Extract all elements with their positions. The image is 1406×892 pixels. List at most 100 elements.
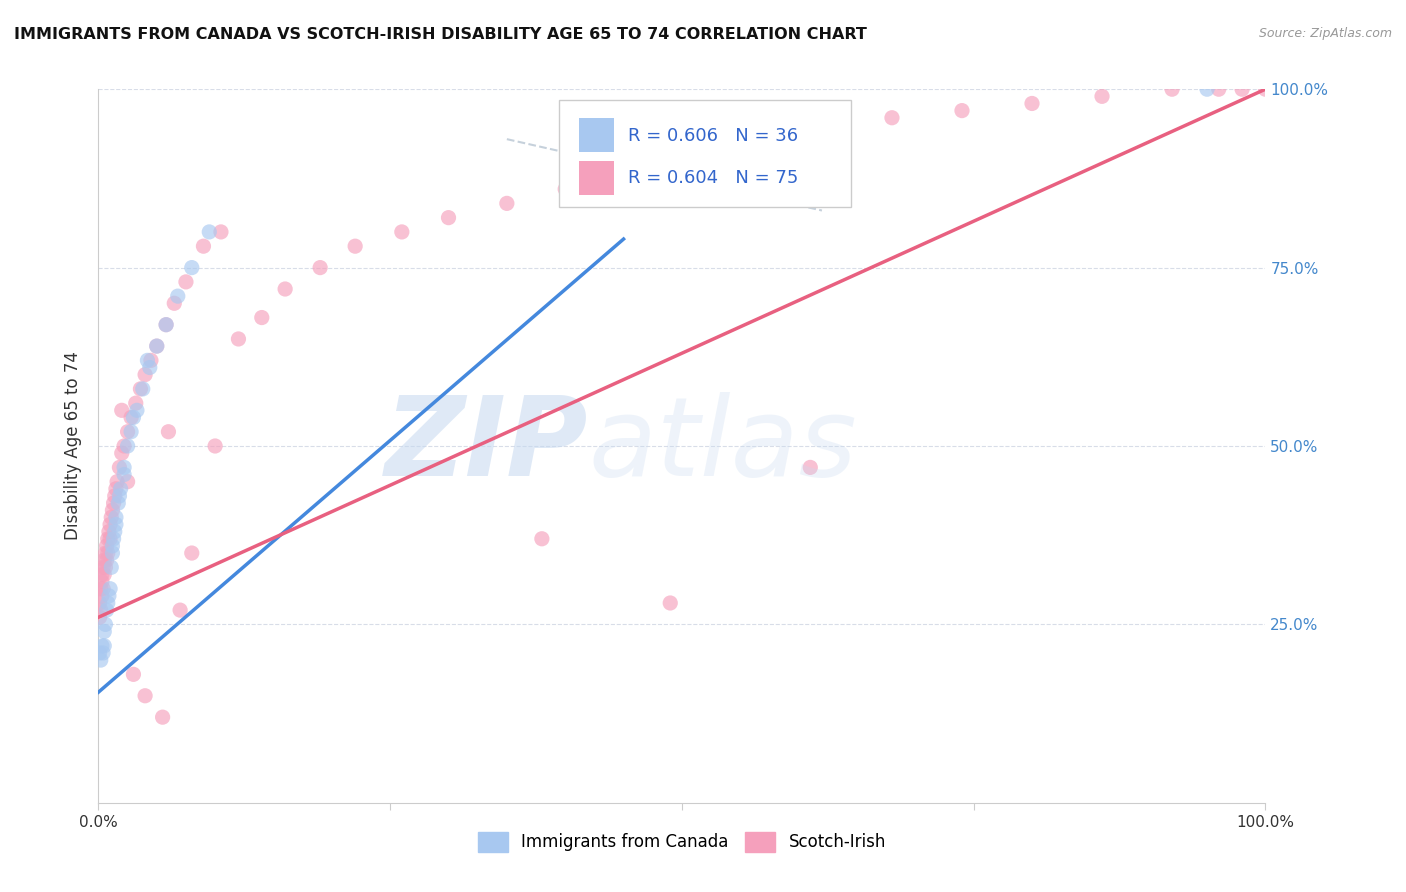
Point — [169, 603, 191, 617]
Point — [94, 617, 117, 632]
Point — [125, 403, 148, 417]
Point — [155, 318, 177, 332]
Point — [1208, 82, 1230, 96]
Point — [166, 289, 188, 303]
Point — [125, 396, 148, 410]
Point — [98, 532, 121, 546]
Point — [122, 410, 145, 425]
Point — [880, 111, 903, 125]
Point — [91, 560, 114, 574]
Text: atlas: atlas — [589, 392, 858, 500]
Point — [122, 667, 145, 681]
Point — [117, 475, 139, 489]
Point — [96, 553, 118, 567]
Point — [110, 482, 132, 496]
Point — [209, 225, 232, 239]
Point — [1230, 82, 1253, 96]
Point — [108, 460, 131, 475]
Point — [104, 489, 127, 503]
Point — [91, 582, 114, 596]
Text: R = 0.606   N = 36: R = 0.606 N = 36 — [628, 127, 799, 145]
Point — [90, 589, 112, 603]
Point — [89, 596, 111, 610]
Point — [112, 467, 135, 482]
Point — [90, 574, 112, 589]
Point — [97, 524, 120, 539]
Point — [91, 646, 114, 660]
Point — [101, 539, 124, 553]
Point — [134, 689, 156, 703]
Point — [104, 524, 127, 539]
Point — [120, 425, 142, 439]
Point — [111, 403, 134, 417]
Point — [97, 596, 120, 610]
Point — [97, 532, 120, 546]
Text: ZIP: ZIP — [385, 392, 589, 500]
Point — [174, 275, 197, 289]
Point — [198, 225, 221, 239]
Point — [108, 489, 131, 503]
Point — [100, 510, 122, 524]
Point — [89, 610, 111, 624]
Point — [96, 539, 118, 553]
Point — [799, 460, 821, 475]
Point — [741, 139, 763, 153]
Point — [93, 567, 115, 582]
Point — [152, 710, 174, 724]
Point — [139, 353, 162, 368]
Point — [132, 382, 155, 396]
Point — [96, 603, 118, 617]
Point — [659, 596, 682, 610]
Point — [155, 318, 177, 332]
Text: IMMIGRANTS FROM CANADA VS SCOTCH-IRISH DISABILITY AGE 65 TO 74 CORRELATION CHART: IMMIGRANTS FROM CANADA VS SCOTCH-IRISH D… — [14, 27, 868, 42]
Point — [90, 582, 112, 596]
Point — [228, 332, 250, 346]
Point — [180, 260, 202, 275]
Point — [163, 296, 186, 310]
Point — [391, 225, 413, 239]
Point — [101, 503, 124, 517]
Point — [101, 546, 124, 560]
Point — [93, 639, 115, 653]
Point — [100, 560, 122, 574]
Point — [139, 360, 162, 375]
Point — [112, 439, 135, 453]
Point — [496, 196, 519, 211]
Point — [530, 532, 553, 546]
Point — [250, 310, 273, 325]
Point — [309, 260, 332, 275]
Point — [105, 475, 128, 489]
Point — [671, 153, 693, 168]
Point — [134, 368, 156, 382]
Point — [89, 646, 111, 660]
Point — [90, 567, 112, 582]
Point — [157, 425, 180, 439]
Point — [98, 582, 121, 596]
Point — [129, 382, 152, 396]
Point — [103, 532, 125, 546]
Text: Source: ZipAtlas.com: Source: ZipAtlas.com — [1258, 27, 1392, 40]
Point — [117, 425, 139, 439]
Point — [1254, 82, 1277, 96]
Point — [112, 460, 135, 475]
Point — [146, 339, 169, 353]
Point — [274, 282, 297, 296]
FancyBboxPatch shape — [579, 118, 614, 152]
Y-axis label: Disability Age 65 to 74: Disability Age 65 to 74 — [65, 351, 83, 541]
Point — [1195, 82, 1218, 96]
Point — [104, 517, 127, 532]
Point — [90, 603, 112, 617]
Point — [193, 239, 215, 253]
Point — [93, 624, 115, 639]
Point — [111, 446, 134, 460]
Point — [1021, 96, 1043, 111]
Point — [97, 546, 120, 560]
Point — [344, 239, 367, 253]
Point — [950, 103, 973, 118]
Point — [98, 517, 121, 532]
Point — [613, 168, 636, 182]
Point — [1091, 89, 1114, 103]
Point — [1161, 82, 1184, 96]
Point — [94, 560, 117, 574]
Legend: Immigrants from Canada, Scotch-Irish: Immigrants from Canada, Scotch-Irish — [471, 825, 893, 859]
